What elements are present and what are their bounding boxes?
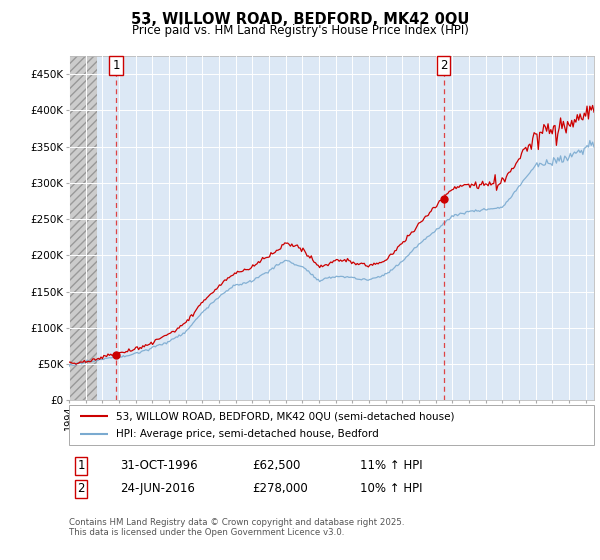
Text: 24-JUN-2016: 24-JUN-2016 xyxy=(120,482,195,496)
Text: £62,500: £62,500 xyxy=(252,459,301,473)
Text: 10% ↑ HPI: 10% ↑ HPI xyxy=(360,482,422,496)
Text: Contains HM Land Registry data © Crown copyright and database right 2025.
This d: Contains HM Land Registry data © Crown c… xyxy=(69,518,404,538)
Text: 1: 1 xyxy=(77,459,85,473)
Text: 2: 2 xyxy=(440,59,448,72)
Text: 31-OCT-1996: 31-OCT-1996 xyxy=(120,459,197,473)
FancyBboxPatch shape xyxy=(69,405,594,445)
Text: Price paid vs. HM Land Registry's House Price Index (HPI): Price paid vs. HM Land Registry's House … xyxy=(131,24,469,36)
Text: 1: 1 xyxy=(112,59,120,72)
Text: 11% ↑ HPI: 11% ↑ HPI xyxy=(360,459,422,473)
Text: 53, WILLOW ROAD, BEDFORD, MK42 0QU (semi-detached house): 53, WILLOW ROAD, BEDFORD, MK42 0QU (semi… xyxy=(116,411,455,421)
Text: 53, WILLOW ROAD, BEDFORD, MK42 0QU: 53, WILLOW ROAD, BEDFORD, MK42 0QU xyxy=(131,12,469,27)
Text: £278,000: £278,000 xyxy=(252,482,308,496)
Text: 2: 2 xyxy=(77,482,85,496)
Bar xyxy=(69,56,97,400)
Text: HPI: Average price, semi-detached house, Bedford: HPI: Average price, semi-detached house,… xyxy=(116,429,379,439)
